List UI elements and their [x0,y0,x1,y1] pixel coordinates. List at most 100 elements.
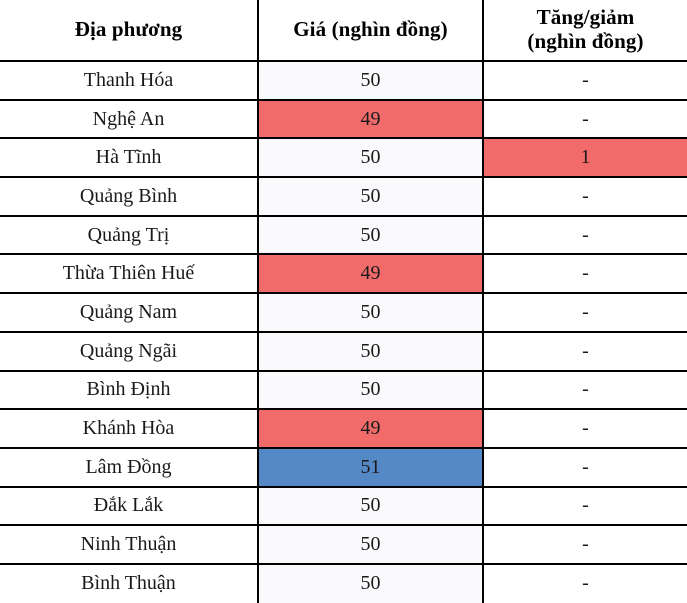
table-row: Khánh Hòa 49 - [0,409,687,449]
table-body: Thanh Hóa 50- Nghệ An 49- Hà Tĩnh 50 1 Quảng Bì… [0,61,687,603]
location-label: Ninh Thuận [80,533,177,556]
cell-location: Bình Thuận [0,563,259,603]
change-value: - [582,223,589,246]
cell-change: - [483,215,687,256]
table-row: Quảng Nam 50 - [0,293,687,333]
cell-price: 50 [258,177,484,217]
change-value: - [582,339,589,362]
price-value: 50 [360,300,381,323]
location-label: Quảng Ngãi [79,339,178,362]
price-value: 50 [360,184,381,207]
table-row: Quảng Bình 50 - [0,177,687,217]
cell-change: - [483,447,687,488]
change-value: - [582,533,589,556]
table-row: Ninh Thuận 50 - [0,525,687,565]
cell-change: - [483,331,687,372]
cell-price: 50 [258,370,484,411]
location-label: Lâm Đồng [85,455,172,478]
cell-location: Đắk Lắk [0,486,259,527]
location-label: Bình Thuận [81,572,176,595]
cell-change: 1 [483,138,687,179]
change-value: - [582,300,589,323]
cell-location: Thừa Thiên Huế [0,254,259,295]
location-label: Quảng Bình [79,184,178,207]
location-label: Thừa Thiên Huế [62,262,195,285]
cell-price: 50 [258,61,484,101]
table-row: Lâm Đồng 51 - [0,447,687,488]
location-label: Khánh Hòa [82,417,175,440]
location-label: Quảng Trị [87,223,170,246]
location-label: Hà Tĩnh [95,146,162,169]
change-value: - [582,68,589,91]
change-value: - [582,262,589,285]
change-value: - [582,107,589,130]
table-row: Quảng Ngãi 50 - [0,331,687,372]
price-value-highlight-red: 49 [259,255,482,293]
price-value-highlight-red: 49 [259,100,482,138]
change-value: - [582,572,589,595]
table-row: Đắk Lắk 50 - [0,486,687,527]
price-value: 50 [360,572,381,595]
cell-price: 49 [258,254,484,295]
cell-location: Quảng Trị [0,215,259,256]
cell-location: Quảng Bình [0,177,259,217]
column-header-change-line2: (nghìn đồng) [527,29,644,53]
price-value-highlight-red: 49 [259,410,482,447]
cell-change: - [483,370,687,411]
column-header-change-line1: Tăng/giảm [536,5,635,30]
price-value: 50 [360,339,381,362]
change-value: - [582,455,589,478]
location-label: Đắk Lắk [93,494,164,517]
cell-price: 50 [258,331,484,372]
cell-price: 50 [258,563,484,603]
table-row: Nghệ An 49 - [0,99,687,140]
cell-price: 50 [258,293,484,333]
column-header-location: Địa phương [0,0,259,62]
cell-location: Hà Tĩnh [0,138,259,179]
cell-change: - [483,486,687,527]
table-row: Bình Định 50 - [0,370,687,411]
cell-change: - [483,254,687,295]
cell-price: 50 [258,525,484,565]
price-value: 50 [360,68,381,91]
change-value: - [582,184,589,207]
change-value: - [582,378,589,401]
price-value: 50 [360,533,381,556]
cell-change: - [483,293,687,333]
location-label: Quảng Nam [79,300,178,323]
cell-location: Thanh Hóa [0,61,259,101]
change-value-highlight-red: 1 [484,139,687,177]
cell-location: Quảng Nam [0,293,259,333]
cell-location: Ninh Thuận [0,525,259,565]
cell-price: 50 [258,486,484,527]
cell-change: - [483,563,687,603]
price-value: 50 [360,494,381,517]
table-header-row: Địa phương Giá (nghìn đồng) Tăng/giảm (n… [0,0,687,62]
price-value-highlight-blue: 51 [259,448,482,486]
cell-location: Khánh Hòa [0,409,259,449]
price-value: 50 [360,223,381,246]
column-header-price: Giá (nghìn đồng) [258,0,484,62]
cell-price: 51 [258,447,484,488]
price-value: 50 [360,146,381,169]
cell-location: Lâm Đồng [0,447,259,488]
table-row: Hà Tĩnh 50 1 [0,138,687,179]
location-label: Thanh Hóa [83,68,174,91]
table-row: Thừa Thiên Huế 49 - [0,254,687,295]
cell-change: - [483,99,687,140]
cell-change: - [483,525,687,565]
cell-price: 49 [258,409,484,449]
location-label: Bình Định [86,378,171,401]
cell-change: - [483,409,687,449]
cell-price: 50 [258,138,484,179]
cell-price: 49 [258,99,484,140]
table-header: Địa phương Giá (nghìn đồng) Tăng/giảm (n… [0,0,687,62]
price-value: 50 [360,378,381,401]
table-row: Thanh Hóa 50 - [0,61,687,101]
cell-change: - [483,61,687,101]
change-value: - [582,494,589,517]
cell-location: Bình Định [0,370,259,411]
cell-location: Nghệ An [0,99,259,140]
